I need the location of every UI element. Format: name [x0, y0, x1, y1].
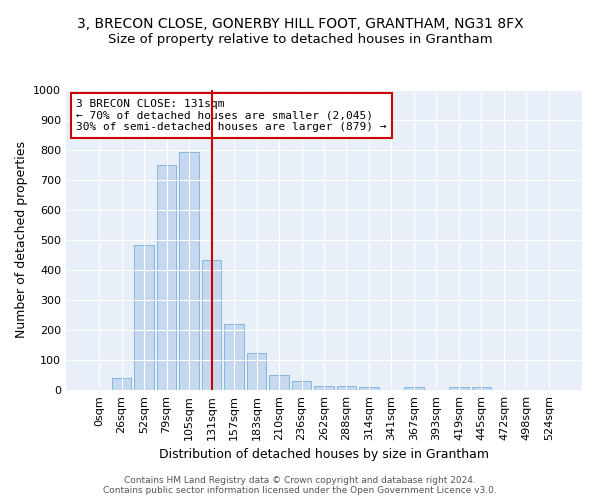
Bar	[179, 152, 199, 390]
Text: 3, BRECON CLOSE, GONERBY HILL FOOT, GRANTHAM, NG31 8FX: 3, BRECON CLOSE, GONERBY HILL FOOT, GRAN…	[77, 18, 523, 32]
Bar	[472, 387, 491, 390]
Bar	[314, 386, 334, 390]
Bar	[224, 324, 244, 390]
Text: Contains HM Land Registry data © Crown copyright and database right 2024.
Contai: Contains HM Land Registry data © Crown c…	[103, 476, 497, 495]
Bar	[404, 387, 424, 390]
X-axis label: Distribution of detached houses by size in Grantham: Distribution of detached houses by size …	[159, 448, 489, 462]
Bar	[292, 381, 311, 390]
Bar	[449, 387, 469, 390]
Bar	[202, 260, 221, 390]
Bar	[359, 387, 379, 390]
Text: Size of property relative to detached houses in Grantham: Size of property relative to detached ho…	[107, 32, 493, 46]
Bar	[112, 378, 131, 390]
Bar	[337, 386, 356, 390]
Text: 3 BRECON CLOSE: 131sqm
← 70% of detached houses are smaller (2,045)
30% of semi-: 3 BRECON CLOSE: 131sqm ← 70% of detached…	[76, 99, 387, 132]
Bar	[134, 244, 154, 390]
Bar	[247, 352, 266, 390]
Bar	[269, 375, 289, 390]
Bar	[157, 165, 176, 390]
Y-axis label: Number of detached properties: Number of detached properties	[14, 142, 28, 338]
